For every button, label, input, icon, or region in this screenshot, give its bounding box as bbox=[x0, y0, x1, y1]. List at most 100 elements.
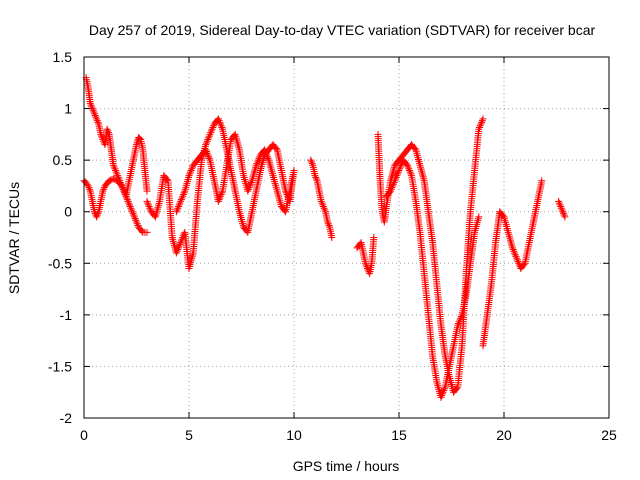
data-trace-marker bbox=[218, 189, 226, 197]
data-trace-marker bbox=[452, 386, 460, 394]
data-trace-marker bbox=[191, 159, 199, 167]
plot-frame bbox=[83, 56, 610, 419]
data-trace-marker bbox=[94, 118, 102, 126]
data-trace-marker bbox=[88, 103, 96, 111]
data-trace-marker bbox=[508, 242, 516, 250]
data-trace-marker bbox=[402, 160, 410, 168]
data-trace-marker bbox=[477, 120, 485, 128]
data-trace-marker bbox=[321, 206, 329, 214]
y-tick-labels: -2 -1.5 -1 -0.5 0 0.5 1 1.5 bbox=[48, 49, 72, 426]
data-trace-marker bbox=[378, 206, 386, 214]
data-trace-marker bbox=[406, 168, 414, 176]
y-tick-label: -1.5 bbox=[48, 358, 72, 374]
data-trace-marker bbox=[93, 211, 101, 219]
data-trace-marker bbox=[111, 175, 119, 183]
data-trace-marker bbox=[121, 191, 129, 199]
data-trace-marker bbox=[441, 385, 448, 393]
data-point bbox=[479, 115, 487, 123]
data-trace-marker bbox=[438, 392, 446, 400]
data-trace-marker bbox=[388, 184, 396, 192]
data-trace-marker bbox=[396, 163, 404, 171]
data-trace-marker bbox=[457, 314, 465, 322]
data-trace-marker bbox=[404, 163, 412, 171]
data-trace-marker bbox=[474, 215, 482, 223]
data-trace-marker bbox=[189, 163, 196, 171]
data-trace-marker bbox=[188, 165, 196, 173]
data-trace-marker bbox=[201, 143, 209, 151]
data-trace-marker bbox=[227, 164, 235, 172]
data-trace-marker bbox=[253, 160, 261, 168]
data-trace-marker bbox=[84, 82, 92, 90]
data-point bbox=[93, 213, 101, 221]
data-trace-marker bbox=[513, 256, 521, 264]
data-point bbox=[112, 166, 119, 174]
data-trace-marker bbox=[290, 169, 298, 177]
data-trace-marker bbox=[498, 210, 506, 218]
data-trace-marker bbox=[556, 201, 564, 209]
data-trace-marker bbox=[416, 226, 424, 234]
data-trace-marker bbox=[323, 216, 331, 224]
data-trace-marker bbox=[146, 204, 154, 212]
data-trace-marker bbox=[186, 170, 194, 178]
data-trace-marker bbox=[389, 180, 397, 188]
data-trace-marker bbox=[504, 226, 512, 234]
data-trace-marker bbox=[168, 231, 176, 239]
data-trace-marker bbox=[155, 199, 163, 207]
data-trace-marker bbox=[420, 175, 428, 183]
data-trace-marker bbox=[277, 164, 285, 172]
data-trace-marker bbox=[385, 190, 392, 198]
data-trace-marker bbox=[176, 240, 184, 248]
data-trace-marker bbox=[261, 148, 269, 156]
x-axis-title: GPS time / hours bbox=[293, 458, 400, 474]
y-tick-label: 0.5 bbox=[53, 152, 73, 168]
data-trace-marker bbox=[98, 189, 106, 197]
data-trace-marker bbox=[227, 138, 235, 146]
data-trace-marker bbox=[437, 319, 445, 327]
data-trace-marker bbox=[175, 244, 182, 252]
data-trace-marker bbox=[209, 123, 217, 131]
grid bbox=[84, 57, 609, 418]
data-trace-marker bbox=[248, 210, 256, 218]
data-point bbox=[93, 115, 101, 123]
data-trace-marker bbox=[455, 319, 462, 327]
data-trace-marker bbox=[235, 144, 243, 152]
data-trace-marker bbox=[312, 173, 320, 181]
data-trace-marker bbox=[208, 125, 216, 133]
data-trace-marker bbox=[557, 204, 565, 212]
data-trace-marker bbox=[136, 134, 144, 142]
data-trace-marker bbox=[263, 153, 271, 161]
data-trace-marker bbox=[401, 159, 409, 167]
data-trace-marker bbox=[361, 257, 369, 265]
data-trace-marker bbox=[277, 201, 285, 209]
data-trace-marker bbox=[262, 149, 270, 157]
data-trace-marker bbox=[116, 179, 124, 187]
data-trace-marker bbox=[92, 113, 100, 121]
data-trace-marker bbox=[133, 220, 141, 228]
data-trace-marker bbox=[386, 188, 394, 196]
y-tick-label: -0.5 bbox=[48, 255, 72, 271]
data-trace-marker bbox=[109, 159, 117, 167]
data-trace-marker bbox=[510, 247, 518, 255]
data-trace-marker bbox=[245, 184, 253, 192]
data-trace-marker bbox=[319, 201, 327, 209]
data-trace-marker bbox=[324, 220, 332, 228]
data-trace-marker bbox=[86, 97, 94, 105]
data-trace-marker bbox=[466, 261, 474, 269]
data-point bbox=[555, 197, 563, 205]
data-trace-marker bbox=[311, 170, 319, 178]
data-trace-marker bbox=[216, 194, 224, 202]
data-trace-marker bbox=[98, 132, 105, 140]
data-trace-marker bbox=[144, 201, 152, 209]
data-trace-marker bbox=[318, 199, 326, 207]
data-trace-marker bbox=[457, 313, 465, 321]
data-trace-marker bbox=[178, 194, 186, 202]
x-tick-label: 5 bbox=[185, 427, 193, 443]
data-trace-marker bbox=[263, 151, 271, 159]
data-point bbox=[319, 203, 327, 211]
data-trace-marker bbox=[85, 184, 93, 192]
y-tick-label: -2 bbox=[60, 410, 73, 426]
data-trace-marker bbox=[217, 122, 225, 130]
data-trace-marker bbox=[205, 154, 213, 162]
data-trace-marker bbox=[256, 153, 264, 161]
